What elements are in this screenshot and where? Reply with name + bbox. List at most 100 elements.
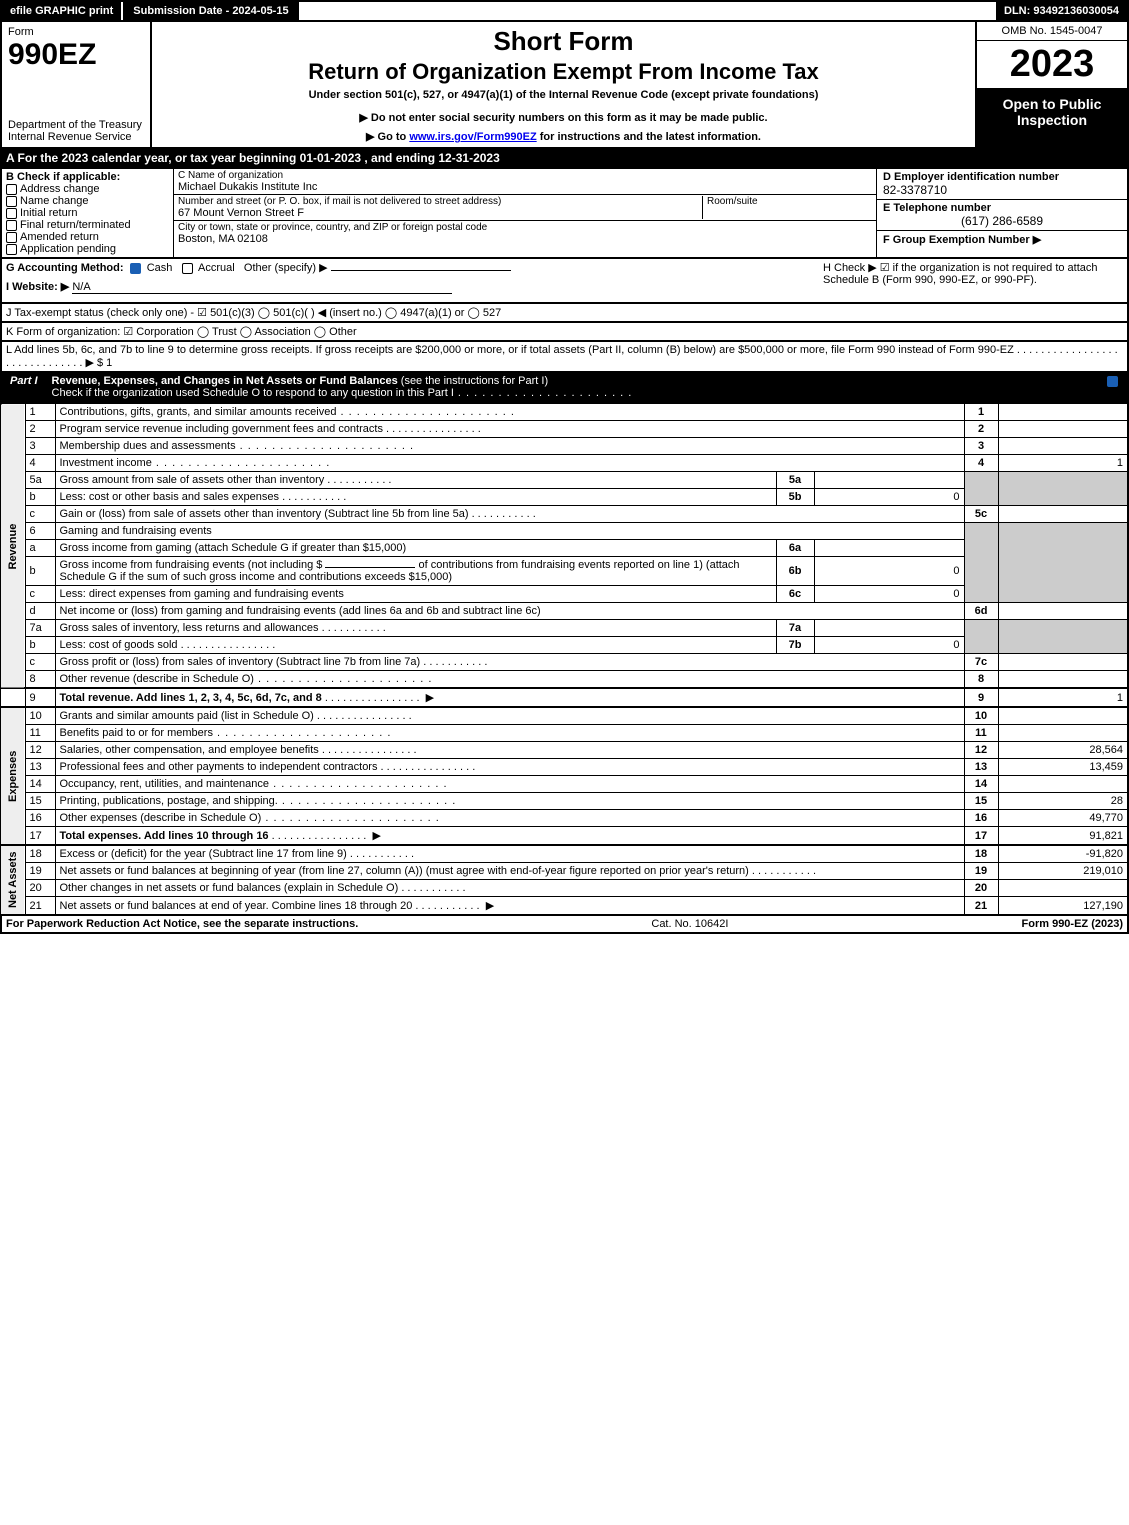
sv7b: 0 bbox=[814, 637, 964, 654]
c-name-val: Michael Dukakis Institute Inc bbox=[178, 181, 872, 193]
open-public-inspection: Open to Public Inspection bbox=[977, 90, 1127, 147]
r19: 19 bbox=[964, 863, 998, 880]
n5b: b bbox=[25, 489, 55, 506]
r6d: 6d bbox=[964, 603, 998, 620]
d7a: Gross sales of inventory, less returns a… bbox=[55, 620, 776, 637]
chk-address-change[interactable] bbox=[6, 184, 17, 195]
v2 bbox=[998, 421, 1128, 438]
s5b: 5b bbox=[776, 489, 814, 506]
n9: 9 bbox=[25, 688, 55, 707]
d5a: Gross amount from sale of assets other t… bbox=[55, 472, 776, 489]
d20: Other changes in net assets or fund bala… bbox=[55, 880, 964, 897]
vside-blank bbox=[1, 688, 25, 707]
sv5a bbox=[814, 472, 964, 489]
tax-year: 2023 bbox=[977, 41, 1127, 90]
d6a: Gross income from gaming (attach Schedul… bbox=[55, 540, 776, 557]
r14: 14 bbox=[964, 776, 998, 793]
irs-link[interactable]: www.irs.gov/Form990EZ bbox=[409, 131, 536, 143]
chk-application-pending[interactable] bbox=[6, 244, 17, 255]
n6: 6 bbox=[25, 523, 55, 540]
chk-accrual[interactable] bbox=[182, 263, 193, 274]
v14 bbox=[998, 776, 1128, 793]
v15: 28 bbox=[998, 793, 1128, 810]
sv6b: 0 bbox=[814, 557, 964, 586]
sv6a bbox=[814, 540, 964, 557]
d21: Net assets or fund balances at end of ye… bbox=[60, 900, 413, 912]
submission-date: Submission Date - 2024-05-15 bbox=[123, 2, 298, 20]
vside-revenue: Revenue bbox=[1, 404, 25, 689]
n7a: 7a bbox=[25, 620, 55, 637]
e-lbl: E Telephone number bbox=[883, 202, 1121, 214]
chk-final-return[interactable] bbox=[6, 220, 17, 231]
lbl-application-pending: Application pending bbox=[20, 243, 116, 255]
r17: 17 bbox=[964, 827, 998, 846]
n12: 12 bbox=[25, 742, 55, 759]
part1-table: Revenue 1 Contributions, gifts, grants, … bbox=[0, 403, 1129, 916]
d12: Salaries, other compensation, and employ… bbox=[55, 742, 964, 759]
s6c: 6c bbox=[776, 586, 814, 603]
v12: 28,564 bbox=[998, 742, 1128, 759]
f-lbl: F Group Exemption Number ▶ bbox=[883, 233, 1121, 246]
r21: 21 bbox=[964, 897, 998, 916]
top-bar: efile GRAPHIC print Submission Date - 20… bbox=[0, 0, 1129, 22]
g-lbl: G Accounting Method: bbox=[6, 262, 124, 274]
d19: Net assets or fund balances at beginning… bbox=[55, 863, 964, 880]
v20 bbox=[998, 880, 1128, 897]
chk-amended-return[interactable] bbox=[6, 232, 17, 243]
col-b: B Check if applicable: Address change Na… bbox=[2, 169, 174, 257]
chk-cash[interactable] bbox=[130, 263, 141, 274]
d17wrap: Total expenses. Add lines 10 through 16 … bbox=[55, 827, 964, 846]
dln: DLN: 93492136030054 bbox=[996, 2, 1127, 20]
v5c bbox=[998, 506, 1128, 523]
d11: Benefits paid to or for members bbox=[55, 725, 964, 742]
n7b: b bbox=[25, 637, 55, 654]
lbl-name-change: Name change bbox=[20, 195, 89, 207]
chk-schedule-o[interactable] bbox=[1107, 376, 1118, 387]
b-title: B Check if applicable: bbox=[6, 171, 169, 183]
n6c: c bbox=[25, 586, 55, 603]
v17: 91,821 bbox=[998, 827, 1128, 846]
d6: Gaming and fundraising events bbox=[55, 523, 964, 540]
v18: -91,820 bbox=[998, 845, 1128, 863]
n21: 21 bbox=[25, 897, 55, 916]
n18: 18 bbox=[25, 845, 55, 863]
form-word: Form bbox=[8, 26, 144, 38]
d7b: Less: cost of goods sold bbox=[55, 637, 776, 654]
i-val: N/A bbox=[72, 281, 90, 293]
d5c: Gain or (loss) from sale of assets other… bbox=[55, 506, 964, 523]
d10: Grants and similar amounts paid (list in… bbox=[55, 707, 964, 725]
n6d: d bbox=[25, 603, 55, 620]
greyv6 bbox=[998, 523, 1128, 603]
part1-title: Revenue, Expenses, and Changes in Net As… bbox=[52, 375, 401, 387]
footer-left: For Paperwork Reduction Act Notice, see … bbox=[6, 918, 358, 930]
other-specify-input[interactable] bbox=[331, 270, 511, 271]
d17: Total expenses. Add lines 10 through 16 bbox=[60, 830, 269, 842]
n11: 11 bbox=[25, 725, 55, 742]
v6d bbox=[998, 603, 1128, 620]
chk-initial-return[interactable] bbox=[6, 208, 17, 219]
n5a: 5a bbox=[25, 472, 55, 489]
d6b-blank[interactable] bbox=[325, 567, 415, 568]
d9: Total revenue. Add lines 1, 2, 3, 4, 5c,… bbox=[60, 692, 322, 704]
n17: 17 bbox=[25, 827, 55, 846]
chk-name-change[interactable] bbox=[6, 196, 17, 207]
r12: 12 bbox=[964, 742, 998, 759]
lbl-accrual: Accrual bbox=[198, 262, 235, 274]
d8: Other revenue (describe in Schedule O) bbox=[55, 671, 964, 689]
r10: 10 bbox=[964, 707, 998, 725]
r1: 1 bbox=[964, 404, 998, 421]
part1-check-line: Check if the organization used Schedule … bbox=[52, 387, 633, 399]
r16: 16 bbox=[964, 810, 998, 827]
n7c: c bbox=[25, 654, 55, 671]
lbl-cash: Cash bbox=[147, 262, 173, 274]
sv6c: 0 bbox=[814, 586, 964, 603]
efile-print-button[interactable]: efile GRAPHIC print bbox=[2, 2, 123, 20]
row-a-period: A For the 2023 calendar year, or tax yea… bbox=[0, 149, 1129, 169]
r5c: 5c bbox=[964, 506, 998, 523]
r20: 20 bbox=[964, 880, 998, 897]
v16: 49,770 bbox=[998, 810, 1128, 827]
r3: 3 bbox=[964, 438, 998, 455]
v21: 127,190 bbox=[998, 897, 1128, 916]
lbl-final-return: Final return/terminated bbox=[20, 219, 131, 231]
vside-netassets: Net Assets bbox=[1, 845, 25, 915]
